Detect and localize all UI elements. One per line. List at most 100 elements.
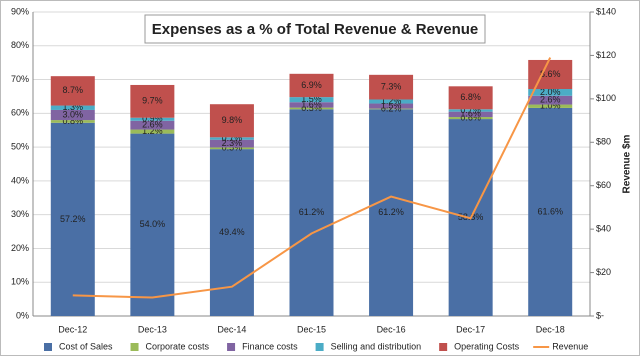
bar-segment <box>448 86 493 110</box>
bar-segment <box>130 117 175 121</box>
y2-tick-label: $60 <box>596 180 611 190</box>
data-label: 1.5% <box>301 94 322 104</box>
data-label: 0.7% <box>222 133 243 143</box>
data-label: 3.0% <box>63 109 84 119</box>
bar-segment <box>209 147 254 150</box>
bar-segment <box>448 117 493 120</box>
y-tick-label: 40% <box>11 175 29 185</box>
bar-segment <box>528 104 573 108</box>
data-label: 1.0% <box>540 101 561 111</box>
bar-segment <box>289 107 334 110</box>
legend-label: Corporate costs <box>146 341 210 351</box>
bar-segment <box>130 129 175 134</box>
data-label: 2.6% <box>142 120 163 130</box>
legend-swatch <box>130 343 139 351</box>
legend-label: Revenue <box>552 341 588 351</box>
title-box <box>144 14 486 44</box>
data-label: 0.8% <box>63 116 84 126</box>
bar-segment <box>209 137 254 140</box>
x-tick-label: Dec-15 <box>297 324 326 334</box>
data-label: 61.2% <box>299 207 325 217</box>
x-tick-label: Dec-16 <box>377 324 406 334</box>
y2-tick-label: $80 <box>596 137 611 147</box>
data-label: 49.4% <box>219 227 245 237</box>
legend-swatch <box>44 343 52 351</box>
y2-tick-label: $40 <box>596 224 611 234</box>
y2-tick-label: $20 <box>596 267 611 277</box>
bar-segment <box>528 59 573 90</box>
bar-segment <box>289 109 334 316</box>
data-label: 1.2% <box>142 126 163 136</box>
y-tick-label: 10% <box>11 277 29 287</box>
bar-segment <box>369 108 414 110</box>
data-label: 2.6% <box>540 95 561 105</box>
bar-segment <box>528 89 573 96</box>
x-tick-label: Dec-12 <box>58 324 87 334</box>
y-tick-label: 20% <box>11 243 29 253</box>
legend-swatch <box>227 343 236 351</box>
data-label: 9.7% <box>142 96 163 106</box>
bar-segment <box>130 84 175 118</box>
bar-segment <box>528 107 573 316</box>
bar-segment <box>50 120 95 123</box>
bar-segment <box>369 103 414 109</box>
bar-segment <box>369 99 414 104</box>
bar-segment <box>528 95 573 105</box>
bar-segment <box>130 120 175 130</box>
data-label: 61.6% <box>537 206 563 216</box>
bar-segment <box>448 109 493 112</box>
data-label: 6.9% <box>301 80 322 90</box>
data-label: 2.3% <box>222 138 243 148</box>
data-label: 1.3% <box>63 102 84 112</box>
data-label: 54.0% <box>140 219 166 229</box>
y-tick-label: 90% <box>11 6 29 16</box>
bar-segment <box>289 73 334 98</box>
chart-title: Expenses as a % of Total Revenue & Reven… <box>152 21 479 38</box>
x-tick-label: Dec-18 <box>536 324 565 334</box>
data-label: 0.9% <box>142 114 163 124</box>
bar-segment <box>289 97 334 103</box>
y-tick-label: 50% <box>11 141 29 151</box>
y2-axis-title: Revenue $m <box>622 134 633 193</box>
x-tick-label: Dec-13 <box>138 324 167 334</box>
legend-label: Finance costs <box>242 341 298 351</box>
bar-segment <box>289 102 334 108</box>
x-tick-label: Dec-17 <box>456 324 485 334</box>
data-label: 2.0% <box>540 87 561 97</box>
y2-tick-label: $140 <box>596 6 616 16</box>
bar-segment <box>50 76 95 106</box>
data-label: 0.5% <box>222 143 243 153</box>
data-label: 8.7% <box>63 85 84 95</box>
data-label: 1.5% <box>381 100 402 110</box>
data-label: 1.6% <box>301 99 322 109</box>
legend-swatch <box>439 343 448 351</box>
data-label: 8.6% <box>540 69 561 79</box>
bar-segment <box>50 109 95 121</box>
data-label: 6.8% <box>460 92 481 102</box>
data-label: 0.5% <box>301 103 322 113</box>
y2-tick-label: $100 <box>596 93 616 103</box>
legend-label: Cost of Sales <box>59 341 113 351</box>
bar-segment <box>50 122 95 317</box>
data-label: 1.6% <box>460 109 481 119</box>
y2-tick-label: $120 <box>596 50 616 60</box>
bar-segment <box>130 133 175 316</box>
bar-segment <box>369 109 414 316</box>
bar-segment <box>50 105 95 110</box>
revenue-line <box>72 57 552 299</box>
y-tick-label: 60% <box>11 108 29 118</box>
legend-label: Selling and distribution <box>331 341 422 351</box>
y-tick-label: 80% <box>11 40 29 50</box>
data-label: 7.3% <box>381 82 402 92</box>
bar-segment <box>448 111 493 118</box>
legend-label: Operating Costs <box>454 341 520 351</box>
y2-tick-label: $- <box>596 310 604 320</box>
data-label: 9.8% <box>222 115 243 125</box>
data-label: 61.2% <box>378 207 404 217</box>
data-label: 0.7% <box>460 105 481 115</box>
data-label: 1.2% <box>381 96 402 106</box>
data-label: 57.2% <box>60 214 86 224</box>
legend-swatch <box>315 343 324 351</box>
bar-segment <box>209 139 254 148</box>
